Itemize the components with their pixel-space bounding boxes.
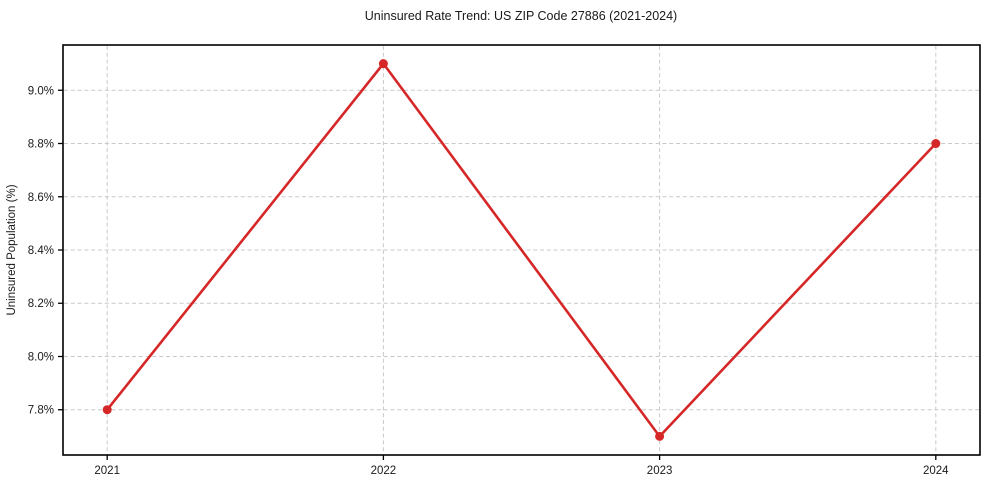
- x-tick-label: 2024: [923, 465, 949, 477]
- y-tick-label: 9.0%: [28, 85, 54, 97]
- x-tick-label: 2023: [647, 465, 673, 477]
- y-tick-label: 8.8%: [28, 139, 54, 151]
- y-tick-label: 8.4%: [28, 245, 54, 257]
- data-point-marker: [655, 431, 665, 441]
- y-tick-label: 8.6%: [28, 192, 54, 204]
- data-point-marker: [931, 139, 941, 149]
- trend-line: [105, 62, 938, 438]
- data-point-marker: [378, 59, 388, 69]
- x-tick-label: 2022: [371, 465, 397, 477]
- y-axis-label: Uninsured Population (%): [6, 184, 18, 315]
- y-tick-label: 8.0%: [28, 351, 54, 363]
- chart-title: Uninsured Rate Trend: US ZIP Code 27886 …: [365, 9, 677, 23]
- plot-area: 7.8% 8.0% 8.2% 8.4% 8.6% 8.8% 9.0% 2021 2022 2023…: [28, 44, 981, 477]
- data-point-marker: [102, 405, 112, 415]
- y-tick-label: 7.8%: [28, 405, 54, 417]
- x-tick-label: 2021: [94, 465, 120, 477]
- y-tick-label: 8.2%: [28, 298, 54, 310]
